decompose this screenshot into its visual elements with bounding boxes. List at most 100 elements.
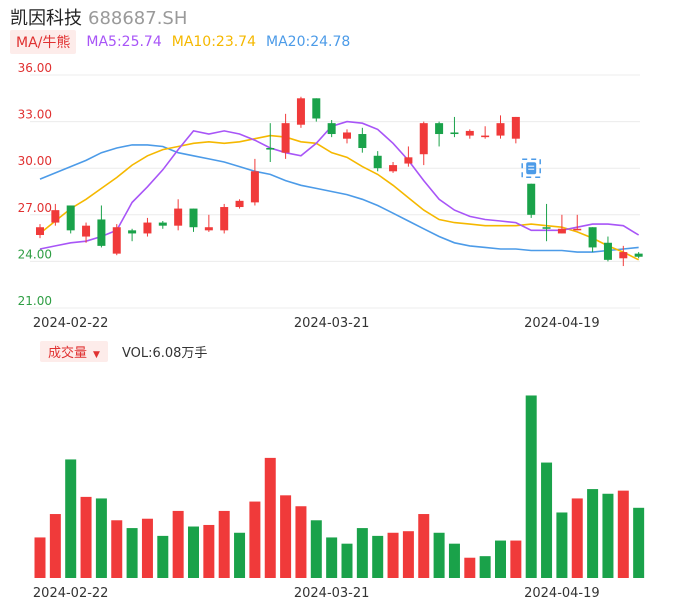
candle [573,214,582,231]
volume-bars [34,395,645,578]
volume-bar [218,510,230,578]
volume-bar [617,490,629,578]
candle-body [204,227,213,231]
candle-body [450,132,459,135]
candle [465,129,474,139]
candle-body [296,98,305,125]
candle-body [358,134,367,149]
ma-toggle-button[interactable]: MA/牛熊 [10,30,77,54]
candle-body [404,157,413,164]
candle-body [557,228,566,234]
volume-readout: VOL:6.08万手 [121,345,208,361]
volume-bar [372,535,384,578]
volume-bar [264,457,276,578]
volume-bar [479,556,491,578]
candle [250,158,259,206]
candle-body [281,123,290,153]
candle [128,228,137,242]
candle-body [235,200,244,208]
candle [266,123,275,162]
volume-bar [556,512,568,578]
candle [82,222,91,243]
volume-bar [34,537,46,578]
volume-bar [172,510,184,578]
chevron-down-icon: ▼ [93,349,100,360]
ma-lines [39,120,640,261]
volume-bar [126,528,138,578]
candle [389,161,398,173]
volume-bar [387,532,399,578]
candle-body [97,219,106,246]
x-tick-label: 2024-04-19 [524,316,600,331]
candle [204,214,213,232]
volume-bar [587,489,599,578]
candle [557,214,566,234]
candle-body [66,205,75,231]
candle [281,113,290,159]
volume-bar [234,532,246,578]
candle [97,205,106,248]
candle-body [250,171,259,203]
price-y-axis: 36.00 33.00 30.00 27.00 24.00 21.00 [18,61,52,308]
candle [511,116,520,144]
candle [358,127,367,153]
y-tick-label: 36.00 [18,61,52,75]
candle-body [112,227,121,254]
event-marker-icon[interactable] [521,158,541,178]
y-tick-label: 21.00 [18,294,52,308]
candle-body [511,116,520,139]
candle [220,203,229,234]
x-tick-label: 2024-04-19 [524,586,600,601]
candle [450,116,459,138]
candle-body [158,222,167,226]
x-tick-label: 2024-02-22 [33,316,109,331]
volume-bar [525,395,537,578]
ma5-legend: MA5:25.74 [86,34,162,50]
volume-legend: 成交量 ▼ VOL:6.08万手 [40,340,208,362]
ma10-line [39,134,640,261]
volume-bar [448,543,460,578]
candle [634,252,643,259]
volume-bar [602,493,614,578]
y-tick-label: 33.00 [18,108,52,122]
volume-bar [203,524,215,578]
candle-body [419,123,428,155]
candle [419,121,428,166]
volume-bar [541,462,553,578]
ma10-legend: MA10:23.74 [171,34,257,50]
volume-bar [433,532,445,578]
candle-body [435,123,444,135]
candle-body [343,132,351,139]
candle-body [82,225,91,237]
volume-bar [341,543,353,578]
volume-bar [95,498,107,578]
candle-body [189,208,198,228]
candle [51,203,60,226]
candle [527,183,536,218]
candle [404,146,413,167]
volume-bar [418,514,430,578]
volume-toggle-button[interactable]: 成交量 ▼ [40,340,108,362]
y-tick-label: 30.00 [18,154,52,168]
candle-body [573,228,582,231]
x-tick-label: 2024-03-21 [294,316,370,331]
candle-body [389,165,398,172]
candle [327,120,336,138]
volume-bar [80,496,92,578]
candlesticks [36,96,643,267]
candle [603,236,612,262]
candle [158,221,167,229]
y-tick-label: 27.00 [18,201,52,215]
candle-body [51,210,60,223]
candle [66,205,75,234]
candle-body [465,130,474,136]
ma20-legend: MA20:24.78 [266,34,351,50]
candle [435,121,444,147]
candle [496,115,505,139]
candle-body [143,222,152,234]
volume-x-axis: 2024-02-22 2024-03-21 2024-04-19 [33,586,600,601]
candle-body [128,230,137,234]
volume-bar [495,540,506,578]
volume-bar [326,537,338,578]
